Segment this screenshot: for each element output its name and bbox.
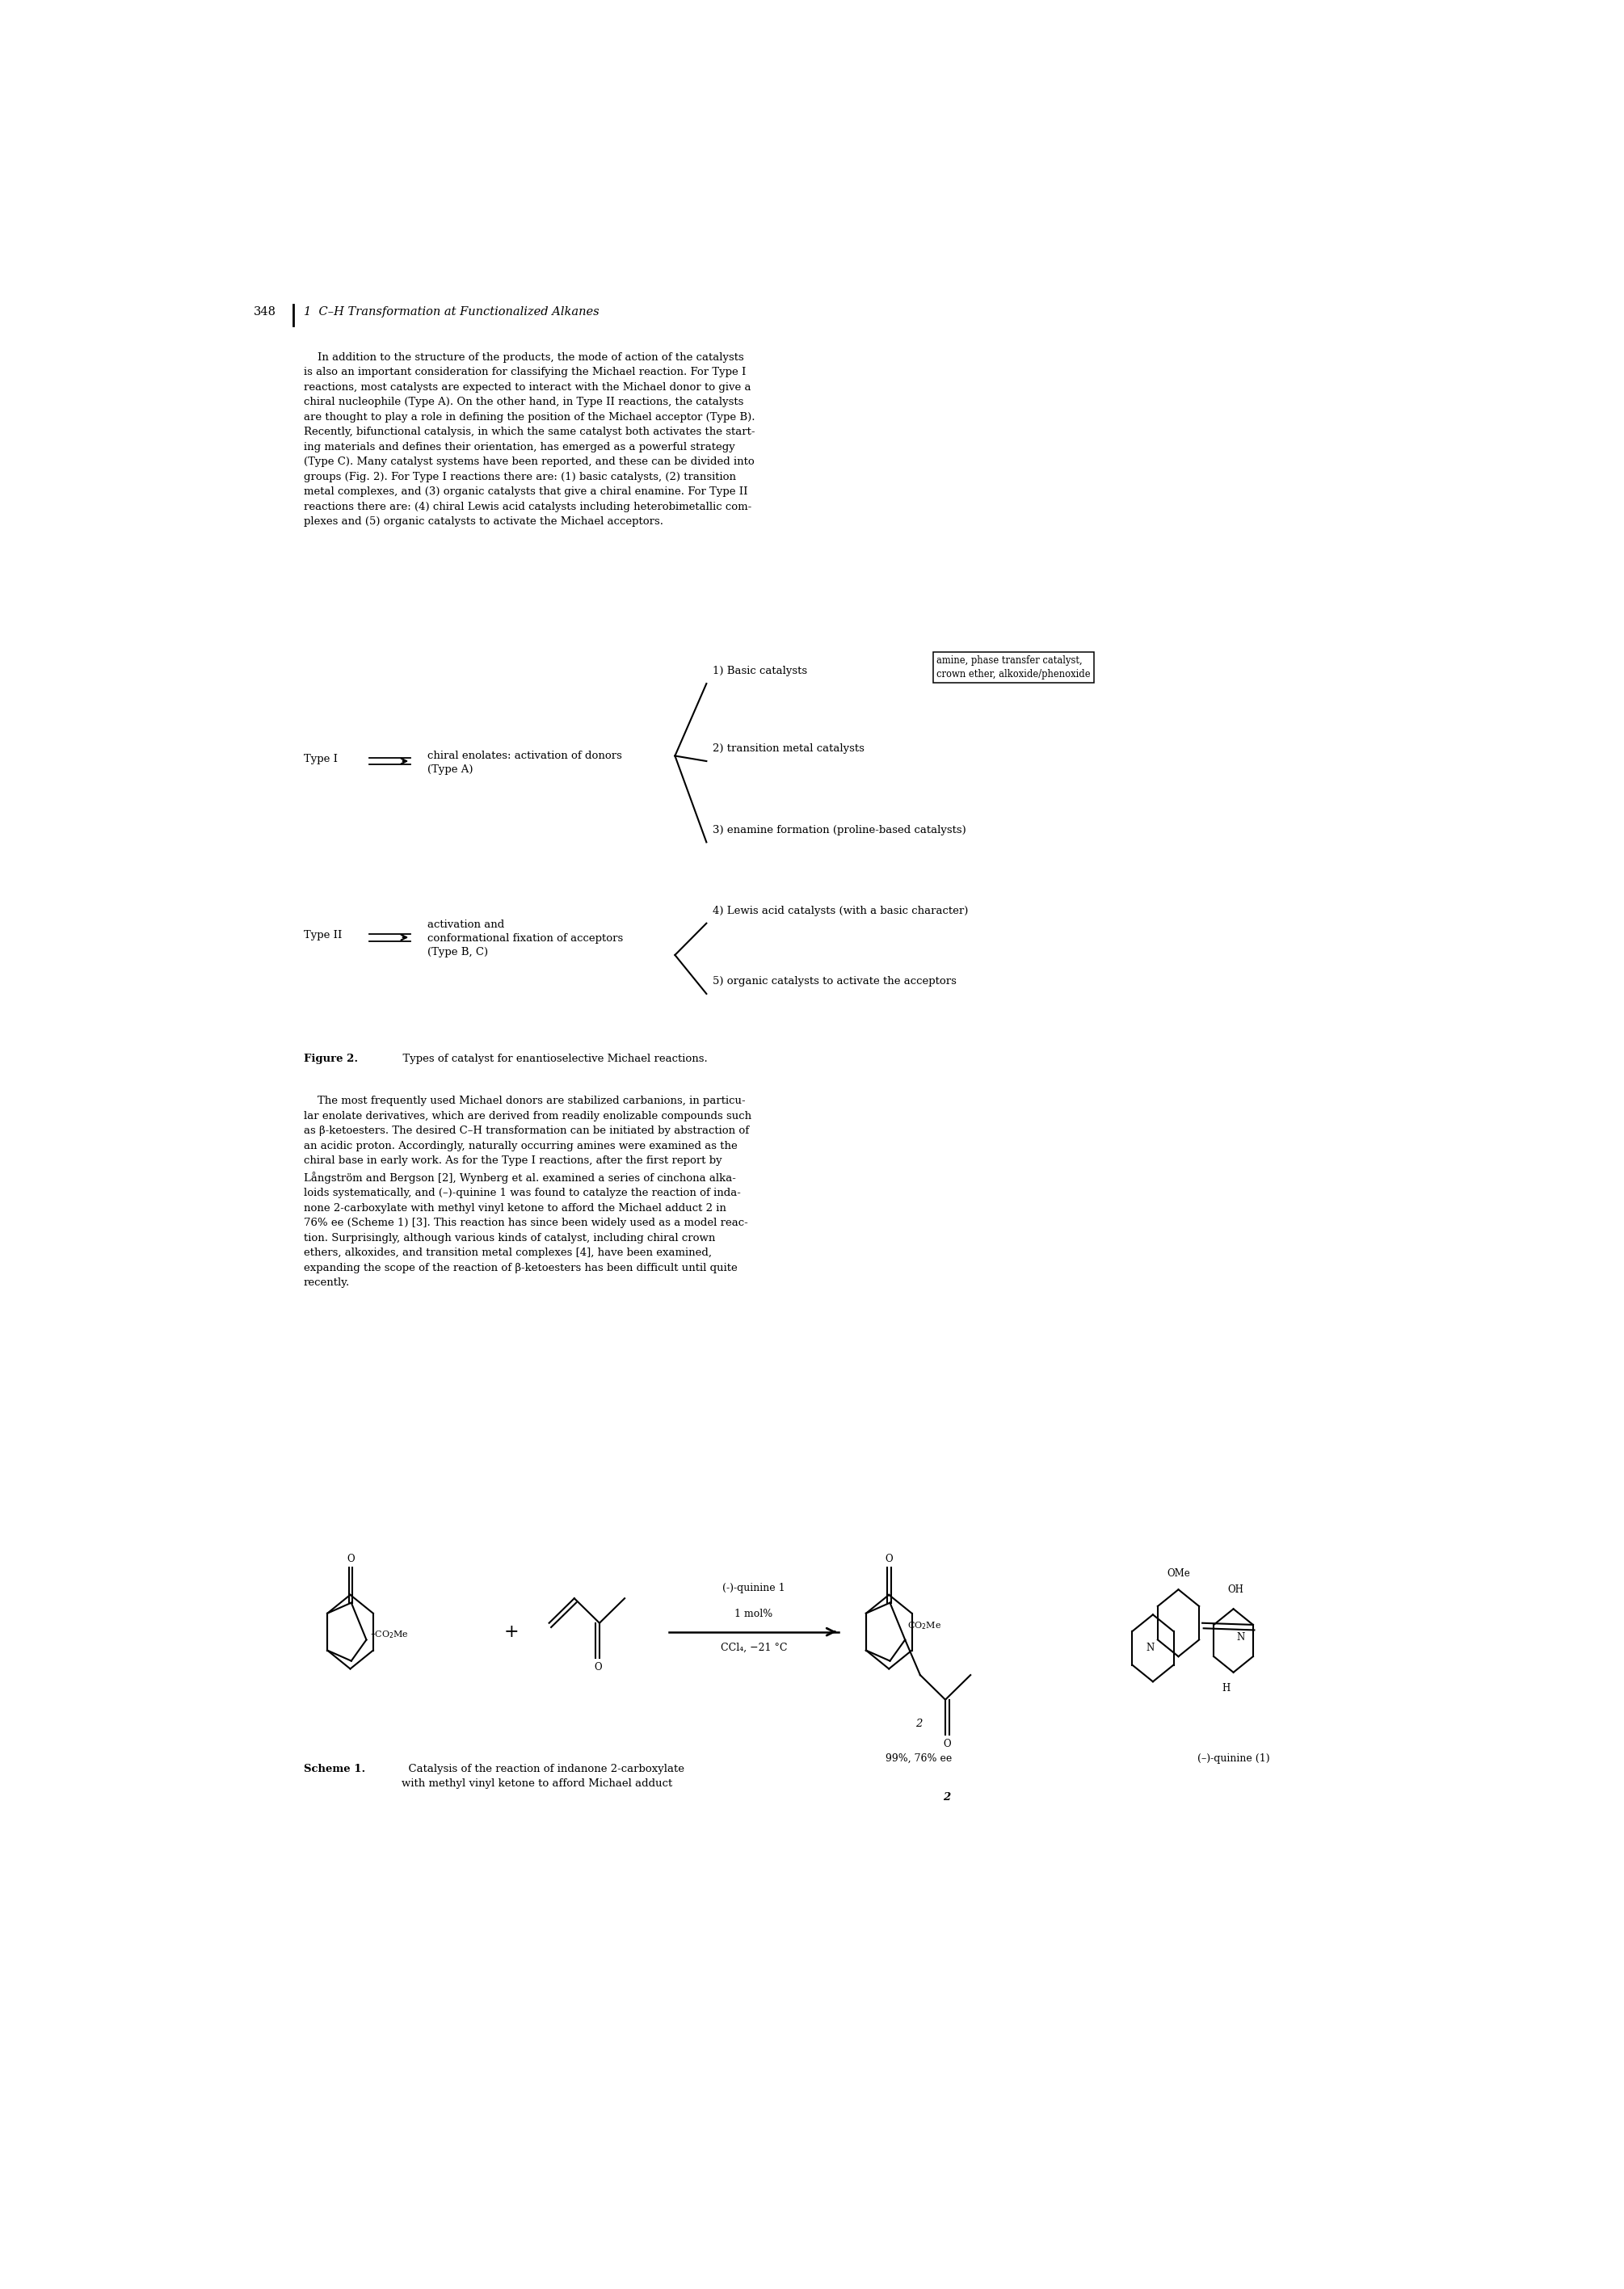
Text: 1  C–H Transformation at Functionalized Alkanes: 1 C–H Transformation at Functionalized A… [304,307,599,318]
Text: O: O [594,1662,601,1673]
Text: N: N [1147,1644,1155,1653]
Text: 2: 2 [944,1792,950,1804]
Text: O: O [885,1554,893,1563]
Text: +: + [503,1623,520,1641]
Text: (–)-quinine (1): (–)-quinine (1) [1197,1753,1270,1765]
Text: 1 mol%: 1 mol% [734,1609,773,1621]
Text: Types of catalyst for enantioselective Michael reactions.: Types of catalyst for enantioselective M… [396,1053,706,1064]
Text: O: O [346,1554,354,1563]
Text: 348: 348 [253,307,276,318]
Text: 99%, 76% ee: 99%, 76% ee [887,1753,952,1765]
Text: 5) organic catalysts to activate the acceptors: 5) organic catalysts to activate the acc… [713,975,957,987]
Text: 4) Lewis acid catalysts (with a basic character): 4) Lewis acid catalysts (with a basic ch… [713,906,968,916]
Text: Scheme 1.: Scheme 1. [304,1765,365,1774]
Text: amine, phase transfer catalyst,
crown ether, alkoxide/phenoxide: amine, phase transfer catalyst, crown et… [937,655,1091,680]
Text: Catalysis of the reaction of indanone 2-carboxylate
with methyl vinyl ketone to : Catalysis of the reaction of indanone 2-… [401,1765,685,1790]
Text: The most frequently used Michael donors are stabilized carbanions, in particu-
l: The most frequently used Michael donors … [304,1096,752,1289]
Text: N: N [1236,1632,1244,1644]
Text: OH: OH [1228,1584,1244,1595]
Text: In addition to the structure of the products, the mode of action of the catalyst: In addition to the structure of the prod… [304,353,755,526]
Text: 3) enamine formation (proline-based catalysts): 3) enamine formation (proline-based cata… [713,824,966,835]
Text: 1) Basic catalysts: 1) Basic catalysts [713,666,807,678]
Text: CO$_2$Me: CO$_2$Me [908,1621,942,1632]
Text: –CO$_2$Me: –CO$_2$Me [370,1630,409,1639]
Text: Figure 2.: Figure 2. [304,1053,357,1064]
Text: OMe: OMe [1166,1568,1190,1579]
Text: 2) transition metal catalysts: 2) transition metal catalysts [713,744,864,753]
Text: Type I: Type I [304,753,338,765]
Text: chiral enolates: activation of donors
(Type A): chiral enolates: activation of donors (T… [427,751,622,774]
Text: (-)-quinine 1: (-)-quinine 1 [723,1582,784,1593]
Text: Type II: Type II [304,929,343,941]
Text: H: H [1221,1682,1229,1694]
Text: O: O [944,1737,952,1749]
Text: 2: 2 [916,1719,922,1728]
Text: CCl₄, −21 °C: CCl₄, −21 °C [721,1644,788,1653]
Text: activation and
conformational fixation of acceptors
(Type B, C): activation and conformational fixation o… [427,920,622,957]
